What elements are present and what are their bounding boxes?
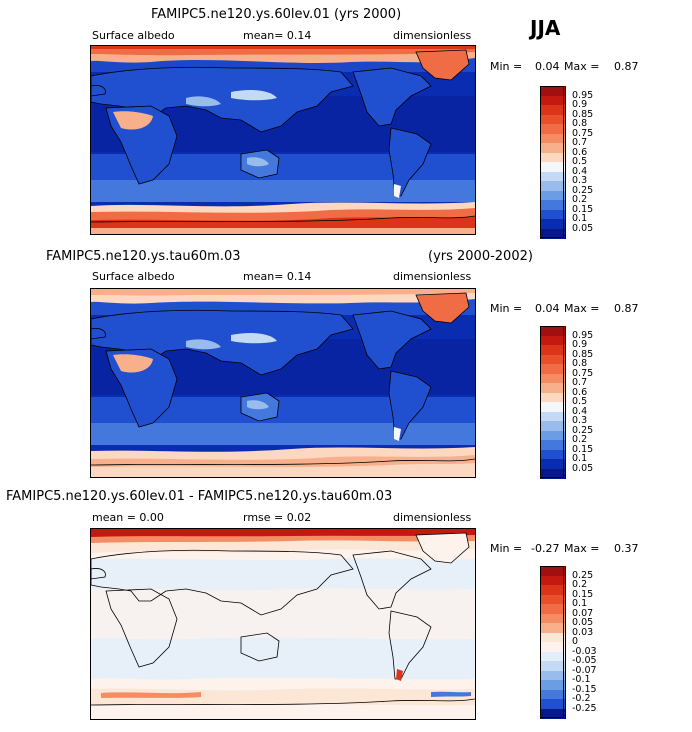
panel3-title: FAMIPC5.ne120.ys.60lev.01 - FAMIPC5.ne12… bbox=[6, 489, 393, 504]
colorbar-frame bbox=[540, 86, 564, 238]
panel3-min-value: -0.27 bbox=[531, 542, 560, 555]
colorbar-frame bbox=[540, 566, 564, 718]
colorbar-tick-label: -0.07 bbox=[572, 664, 597, 676]
colorbar-tick-label: 0.75 bbox=[572, 367, 594, 379]
colorbar-tick-label: 0.07 bbox=[572, 607, 594, 619]
colorbar-tick-label: -0.25 bbox=[572, 702, 597, 714]
colorbar-tick-label: 0.8 bbox=[572, 118, 588, 129]
colorbar-tick-label: -0.15 bbox=[572, 683, 597, 695]
colorbar-tick-label: -0.1 bbox=[572, 674, 591, 685]
colorbar-tick-label: 0.25 bbox=[572, 424, 594, 436]
panel1-title: FAMIPC5.ne120.ys.60lev.01 (yrs 2000) bbox=[151, 7, 402, 22]
colorbar-tick-label: 0.15 bbox=[572, 203, 594, 215]
colorbar-tick-label: 0.4 bbox=[572, 165, 588, 177]
panel2-units-label: dimensionless bbox=[393, 270, 472, 283]
panel2-min-label: Min = bbox=[490, 302, 523, 315]
panel3-rmse-label: rmse = 0.02 bbox=[243, 511, 312, 524]
colorbar-tick-label: 0.2 bbox=[572, 194, 588, 205]
panel1-map-field bbox=[91, 46, 475, 234]
colorbar-tick-label: 0.7 bbox=[572, 137, 588, 148]
panel2-map bbox=[90, 288, 476, 478]
colorbar-tick-label: 0.05 bbox=[572, 222, 594, 234]
panel2-colorbar: 0.95 0.9 0.85 0.8 0.75 0.7 0.6 0.5 0.4 0.3 0.25 0.2… bbox=[540, 326, 610, 479]
panel2-min-value: 0.04 bbox=[535, 302, 560, 315]
colorbar-tick-label: 0.95 bbox=[572, 89, 594, 101]
colorbar-tick-label: 0.1 bbox=[572, 598, 588, 609]
panel2-map-field bbox=[91, 289, 475, 477]
colorbar-tick-label: 0.3 bbox=[572, 415, 588, 426]
colorbar-tick-label: 0.1 bbox=[572, 213, 588, 224]
panel3-max-value: 0.37 bbox=[614, 542, 639, 555]
colorbar-tick-label: 0.1 bbox=[572, 453, 588, 464]
panel2-max-label: Max = bbox=[564, 302, 600, 315]
colorbar-tick-label: 0.85 bbox=[572, 348, 594, 360]
colorbar-tick-label: 0.6 bbox=[572, 386, 588, 398]
panel3-map bbox=[90, 528, 476, 720]
colorbar-tick-label: 0.5 bbox=[572, 156, 588, 167]
panel2-max-value: 0.87 bbox=[614, 302, 639, 315]
colorbar-tick-label: 0.03 bbox=[572, 626, 594, 638]
colorbar-tick-label: 0.25 bbox=[572, 184, 594, 196]
colorbar-tick-label: -0.05 bbox=[572, 655, 597, 666]
colorbar-tick-label: 0.05 bbox=[572, 617, 594, 628]
panel2-mean-label: mean= 0.14 bbox=[243, 270, 312, 283]
panel3-map-field bbox=[91, 529, 475, 719]
colorbar-tick-label: 0.15 bbox=[572, 443, 594, 455]
panel1-min-value: 0.04 bbox=[535, 60, 560, 73]
panel3-min-label: Min = bbox=[490, 542, 523, 555]
season-label: JJA bbox=[530, 16, 561, 40]
colorbar-tick-label: 0 bbox=[572, 636, 579, 647]
colorbar-tick-label: 0.75 bbox=[572, 127, 594, 139]
colorbar-tick-label: 0.4 bbox=[572, 405, 588, 417]
colorbar-tick-label: 0.2 bbox=[572, 579, 588, 590]
panel2-variable-label: Surface albedo bbox=[92, 270, 175, 283]
colorbar-tick-label: -0.2 bbox=[572, 693, 591, 704]
colorbar-tick-label: 0.7 bbox=[572, 377, 588, 388]
colorbar-tick-label: 0.85 bbox=[572, 108, 594, 120]
colorbar-tick-label: 0.9 bbox=[572, 339, 588, 350]
panel1-min-label: Min = bbox=[490, 60, 523, 73]
colorbar-tick-label: 0.25 bbox=[572, 569, 594, 581]
panel2-title-years: (yrs 2000-2002) bbox=[428, 249, 533, 264]
colorbar-tick-label: 0.2 bbox=[572, 434, 588, 445]
colorbar-tick-label: 0.5 bbox=[572, 396, 588, 407]
colorbar-tick-label: 0.9 bbox=[572, 99, 588, 110]
colorbar-tick-label: 0.8 bbox=[572, 358, 588, 369]
panel1-max-label: Max = bbox=[564, 60, 600, 73]
panel3-colorbar: 0.25 0.2 0.15 0.1 0.07 0.05 0.03 0 -0.03 -0.05 -0.… bbox=[540, 566, 610, 719]
panel1-units-label: dimensionless bbox=[393, 29, 472, 42]
colorbar-tick-label: 0.95 bbox=[572, 329, 594, 341]
colorbar-tick-label: 0.6 bbox=[572, 146, 588, 158]
colorbar-tick-label: 0.15 bbox=[572, 588, 594, 600]
panel1-mean-label: mean= 0.14 bbox=[243, 29, 312, 42]
panel1-colorbar: 0.95 0.9 0.85 0.8 0.75 0.7 0.6 0.5 0.4 0.3 0.25 0.2… bbox=[540, 86, 610, 239]
panel2-title: FAMIPC5.ne120.ys.tau60m.03 bbox=[46, 249, 241, 264]
panel3-max-label: Max = bbox=[564, 542, 600, 555]
colorbar-tick-label: 0.05 bbox=[572, 462, 594, 474]
panel3-units-label: dimensionless bbox=[393, 511, 472, 524]
panel1-variable-label: Surface albedo bbox=[92, 29, 175, 42]
panel1-max-value: 0.87 bbox=[614, 60, 639, 73]
panel1-map bbox=[90, 45, 476, 235]
colorbar-tick-label: -0.03 bbox=[572, 645, 597, 657]
colorbar-frame bbox=[540, 326, 564, 478]
colorbar-tick-label: 0.3 bbox=[572, 175, 588, 186]
panel3-mean-label: mean = 0.00 bbox=[92, 511, 164, 524]
